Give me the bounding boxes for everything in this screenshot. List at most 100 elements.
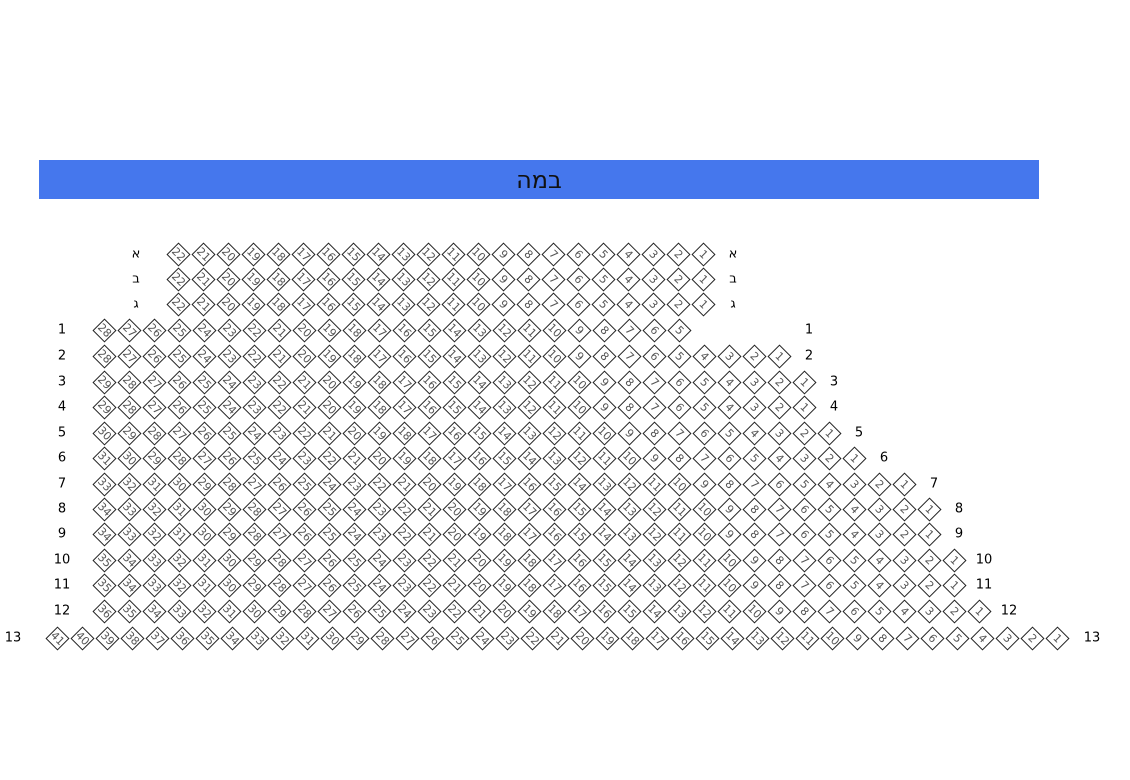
- seat[interactable]: 15: [441, 394, 467, 420]
- seat[interactable]: 23: [391, 547, 417, 573]
- seat[interactable]: 7: [540, 291, 566, 317]
- seat[interactable]: 34: [91, 496, 117, 522]
- seat[interactable]: 2: [665, 241, 691, 267]
- seat[interactable]: 1: [1044, 625, 1070, 651]
- seat[interactable]: 19: [240, 241, 266, 267]
- seat[interactable]: 25: [191, 369, 217, 395]
- seat[interactable]: 9: [844, 625, 870, 651]
- seat[interactable]: 16: [566, 547, 592, 573]
- seat[interactable]: 18: [491, 521, 517, 547]
- seat[interactable]: 23: [366, 496, 392, 522]
- seat[interactable]: 6: [565, 241, 591, 267]
- seat[interactable]: 18: [466, 471, 492, 497]
- seat[interactable]: 21: [266, 317, 292, 343]
- seat[interactable]: 34: [116, 572, 142, 598]
- seat[interactable]: 27: [116, 343, 142, 369]
- seat[interactable]: 18: [491, 496, 517, 522]
- seat[interactable]: 21: [391, 471, 417, 497]
- seat[interactable]: 21: [316, 420, 342, 446]
- seat[interactable]: 18: [416, 445, 442, 471]
- seat[interactable]: 9: [566, 343, 592, 369]
- seat[interactable]: 27: [266, 521, 292, 547]
- seat[interactable]: 16: [315, 291, 341, 317]
- seat[interactable]: 6: [919, 625, 945, 651]
- seat[interactable]: 11: [716, 598, 742, 624]
- seat[interactable]: 12: [616, 471, 642, 497]
- seat[interactable]: 12: [491, 317, 517, 343]
- seat[interactable]: 22: [241, 317, 267, 343]
- seat[interactable]: 4: [866, 547, 892, 573]
- seat[interactable]: 29: [241, 547, 267, 573]
- seat[interactable]: 13: [641, 572, 667, 598]
- seat[interactable]: 8: [666, 445, 692, 471]
- seat[interactable]: 20: [316, 369, 342, 395]
- seat[interactable]: 27: [141, 394, 167, 420]
- seat[interactable]: 12: [769, 625, 795, 651]
- seat[interactable]: 2: [891, 496, 917, 522]
- seat[interactable]: 27: [291, 572, 317, 598]
- seat[interactable]: 20: [366, 445, 392, 471]
- seat[interactable]: 20: [215, 266, 241, 292]
- seat[interactable]: 11: [641, 471, 667, 497]
- seat[interactable]: 23: [341, 471, 367, 497]
- seat[interactable]: 26: [291, 521, 317, 547]
- seat[interactable]: 4: [716, 369, 742, 395]
- seat[interactable]: 28: [266, 572, 292, 598]
- seat[interactable]: 24: [266, 445, 292, 471]
- seat[interactable]: 14: [466, 369, 492, 395]
- seat[interactable]: 13: [491, 394, 517, 420]
- seat[interactable]: 29: [91, 394, 117, 420]
- seat[interactable]: 9: [490, 266, 516, 292]
- seat[interactable]: 28: [241, 496, 267, 522]
- seat[interactable]: 4: [615, 241, 641, 267]
- seat[interactable]: 11: [541, 369, 567, 395]
- seat[interactable]: 19: [316, 343, 342, 369]
- seat[interactable]: 31: [166, 496, 192, 522]
- seat[interactable]: 15: [694, 625, 720, 651]
- seat[interactable]: 3: [741, 369, 767, 395]
- seat[interactable]: 14: [466, 394, 492, 420]
- seat[interactable]: 5: [944, 625, 970, 651]
- seat[interactable]: 7: [766, 496, 792, 522]
- seat[interactable]: 6: [766, 471, 792, 497]
- seat[interactable]: 4: [691, 343, 717, 369]
- seat[interactable]: 18: [265, 266, 291, 292]
- seat[interactable]: 32: [166, 572, 192, 598]
- seat[interactable]: 5: [816, 496, 842, 522]
- seat[interactable]: 17: [644, 625, 670, 651]
- seat[interactable]: 14: [616, 547, 642, 573]
- seat[interactable]: 22: [366, 471, 392, 497]
- seat[interactable]: 24: [191, 343, 217, 369]
- seat[interactable]: 36: [91, 598, 117, 624]
- seat[interactable]: 27: [191, 445, 217, 471]
- seat[interactable]: 4: [841, 521, 867, 547]
- seat[interactable]: 2: [916, 547, 942, 573]
- seat[interactable]: 11: [516, 343, 542, 369]
- seat[interactable]: 24: [341, 496, 367, 522]
- seat[interactable]: 35: [91, 572, 117, 598]
- seat[interactable]: 12: [666, 547, 692, 573]
- seat[interactable]: 25: [366, 598, 392, 624]
- seat[interactable]: 38: [119, 625, 145, 651]
- seat[interactable]: 5: [841, 547, 867, 573]
- seat[interactable]: 1: [941, 547, 967, 573]
- seat[interactable]: 23: [241, 394, 267, 420]
- seat[interactable]: 18: [541, 598, 567, 624]
- seat[interactable]: 25: [341, 547, 367, 573]
- seat[interactable]: 7: [540, 241, 566, 267]
- seat[interactable]: 14: [516, 445, 542, 471]
- seat[interactable]: 1: [791, 369, 817, 395]
- seat[interactable]: 17: [416, 420, 442, 446]
- seat[interactable]: 3: [640, 241, 666, 267]
- seat[interactable]: 26: [341, 598, 367, 624]
- seat[interactable]: 25: [291, 471, 317, 497]
- seat[interactable]: 35: [91, 547, 117, 573]
- seat[interactable]: 17: [516, 496, 542, 522]
- seat[interactable]: 7: [616, 343, 642, 369]
- seat[interactable]: 17: [391, 369, 417, 395]
- seat[interactable]: 13: [616, 521, 642, 547]
- seat[interactable]: 29: [241, 572, 267, 598]
- seat[interactable]: 23: [216, 317, 242, 343]
- seat[interactable]: 13: [390, 266, 416, 292]
- seat[interactable]: 8: [515, 291, 541, 317]
